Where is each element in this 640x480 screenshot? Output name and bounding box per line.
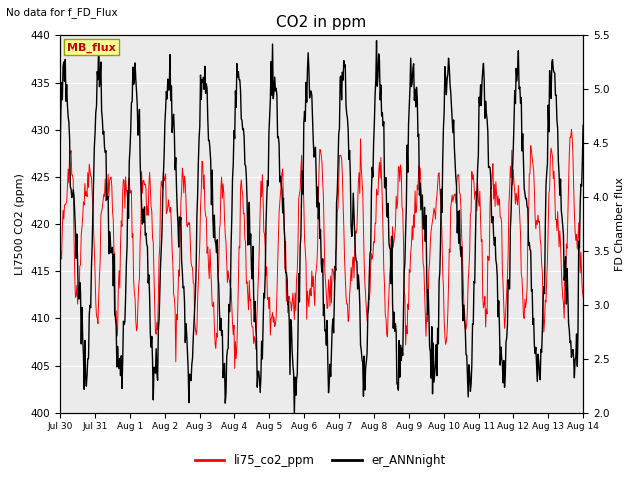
Text: No data for f_FD_Flux: No data for f_FD_Flux [6,7,118,18]
Y-axis label: FD Chamber flux: FD Chamber flux [615,177,625,271]
Text: MB_flux: MB_flux [67,42,116,52]
Y-axis label: LI7500 CO2 (ppm): LI7500 CO2 (ppm) [15,173,25,275]
Legend: li75_co2_ppm, er_ANNnight: li75_co2_ppm, er_ANNnight [190,449,450,472]
Title: CO2 in ppm: CO2 in ppm [276,15,367,30]
